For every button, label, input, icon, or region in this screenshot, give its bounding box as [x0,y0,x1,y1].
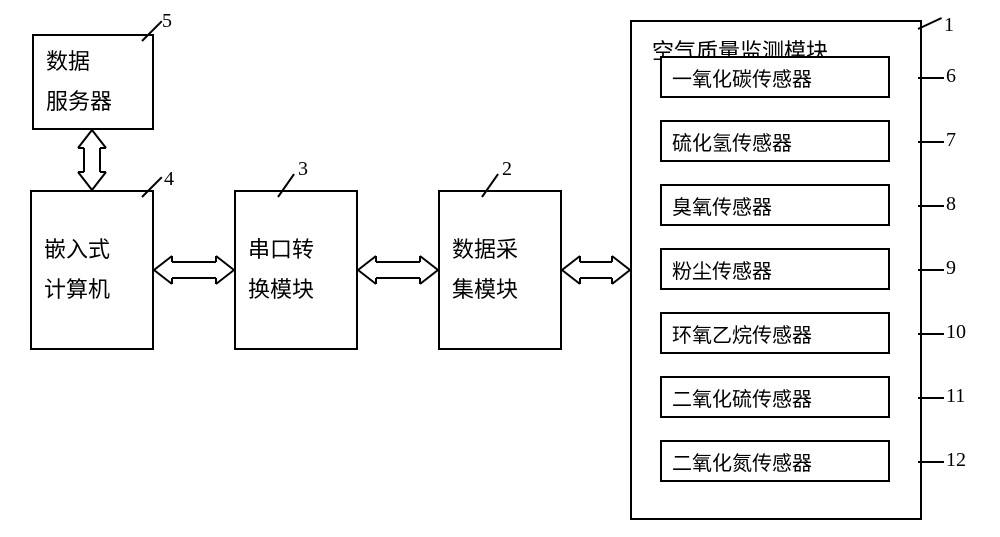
sensor-eo: 环氧乙烷传感器 [660,312,890,354]
text-line: 换模块 [248,270,314,310]
sensor-co: 一氧化碳传感器 [660,56,890,98]
sensor-label: 二氧化硫传感器 [672,383,812,412]
ref-num-sensor-co: 6 [946,65,956,88]
ref-num-sensor-eo: 10 [946,321,966,344]
sensor-label: 一氧化碳传感器 [672,63,812,92]
text-line: 数据采 [452,230,518,270]
ref-num-sensor-o3: 8 [946,193,956,216]
sensor-label: 硫化氢传感器 [672,127,792,156]
sensor-o3: 臭氧传感器 [660,184,890,226]
sensor-no2: 二氧化氮传感器 [660,440,890,482]
leader-line [918,397,944,399]
ref-num-sensor-so2: 11 [946,385,965,408]
text-line: 服务器 [46,82,112,122]
sensor-h2s: 硫化氢传感器 [660,120,890,162]
block-data-acquisition: 数据采 集模块 [438,190,562,350]
ref-num-server: 5 [162,10,172,33]
text-line: 集模块 [452,270,518,310]
sensor-label: 二氧化氮传感器 [672,447,812,476]
ref-num-data-acq: 2 [502,158,512,181]
leader-line [918,141,944,143]
ref-num-sensor-dust: 9 [946,257,956,280]
leader-line [918,333,944,335]
block-embedded-computer: 嵌入式 计算机 [30,190,154,350]
sensor-dust: 粉尘传感器 [660,248,890,290]
block-serial-converter: 串口转 换模块 [234,190,358,350]
text-line: 嵌入式 [44,230,110,270]
ref-num-embedded: 4 [164,168,174,191]
sensor-so2: 二氧化硫传感器 [660,376,890,418]
ref-num-sensor-h2s: 7 [946,129,956,152]
text-line: 计算机 [44,270,110,310]
sensor-label: 粉尘传感器 [672,255,772,284]
sensor-label: 环氧乙烷传感器 [672,319,812,348]
text-line: 串口转 [248,230,314,270]
ref-num-serial: 3 [298,158,308,181]
leader-line [918,205,944,207]
ref-num-sensor-no2: 12 [946,449,966,472]
leader-line [918,269,944,271]
sensor-label: 臭氧传感器 [672,191,772,220]
leader-line [918,77,944,79]
ref-num-sensor-module: 1 [944,14,954,37]
text-line: 数据 [46,42,90,82]
block-data-server: 数据 服务器 [32,34,154,130]
leader-line [918,461,944,463]
